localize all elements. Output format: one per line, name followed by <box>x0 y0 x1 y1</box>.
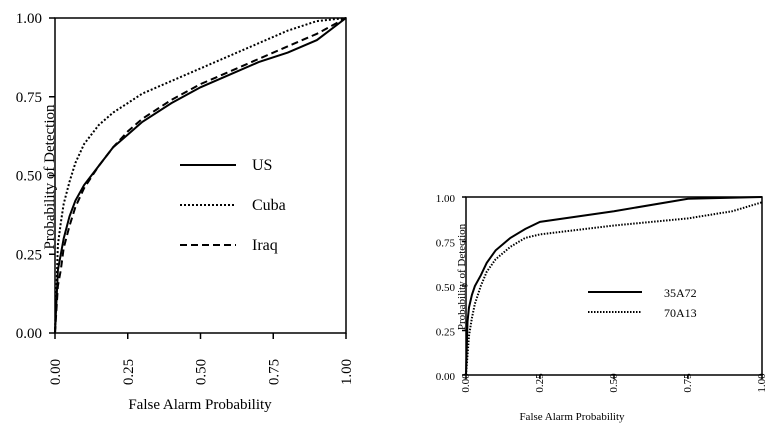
x-tick-label: 0.50 <box>608 373 620 393</box>
chart-right: 0.00 0.25 0.50 0.75 1.00 0.00 0.25 0.50 0.75 1.00… <box>436 193 768 423</box>
legend-label: 70A13 <box>664 306 697 320</box>
y-tick-label: 0.00 <box>16 326 42 342</box>
series-line-35a72 <box>465 196 763 376</box>
chart-left: 0.00 0.25 0.50 0.75 1.00 0.00 0.25 0.50 0.75 1.00… <box>16 11 355 413</box>
series-line-iraq <box>54 17 347 334</box>
plot-frame <box>465 196 763 376</box>
legend-label: Cuba <box>252 197 286 214</box>
legend-label: US <box>252 157 272 174</box>
y-axis-title: Probability of Detection <box>456 223 468 330</box>
x-axis-title: False Alarm Probability <box>519 411 625 423</box>
y-tick-label: 1.00 <box>16 11 42 27</box>
x-tick-label: 0.25 <box>534 373 546 393</box>
y-tick-label: 0.75 <box>16 90 42 106</box>
legend: US Cuba Iraq <box>180 157 286 254</box>
plot-frame <box>54 17 347 334</box>
legend: 35A72 70A13 <box>588 286 697 320</box>
series-line-us <box>54 17 347 334</box>
x-tick-label: 0.00 <box>460 373 472 393</box>
x-tick-label: 0.75 <box>266 359 282 385</box>
y-tick-label: 0.00 <box>436 371 456 383</box>
x-tick-label: 0.50 <box>194 359 210 385</box>
series-line-70a13 <box>465 201 763 376</box>
x-tick-label: 0.25 <box>121 359 137 385</box>
legend-label: 35A72 <box>664 286 697 300</box>
y-tick-label: 0.50 <box>16 169 42 185</box>
y-axis-title: Probability of Detection <box>42 104 58 249</box>
y-tick-label: 0.25 <box>436 327 456 339</box>
x-tick-label: 0.00 <box>48 359 64 385</box>
x-axis-title: False Alarm Probability <box>128 397 272 413</box>
legend-label: Iraq <box>252 237 278 254</box>
y-tick-label: 0.75 <box>436 238 456 250</box>
y-tick-label: 0.25 <box>16 247 42 263</box>
y-tick-label: 1.00 <box>436 193 456 205</box>
x-tick-label: 1.00 <box>756 373 768 393</box>
series-line-cuba <box>54 17 347 334</box>
y-tick-label: 0.50 <box>436 282 456 294</box>
x-tick-label: 1.00 <box>339 359 355 385</box>
x-tick-label: 0.75 <box>682 373 694 393</box>
